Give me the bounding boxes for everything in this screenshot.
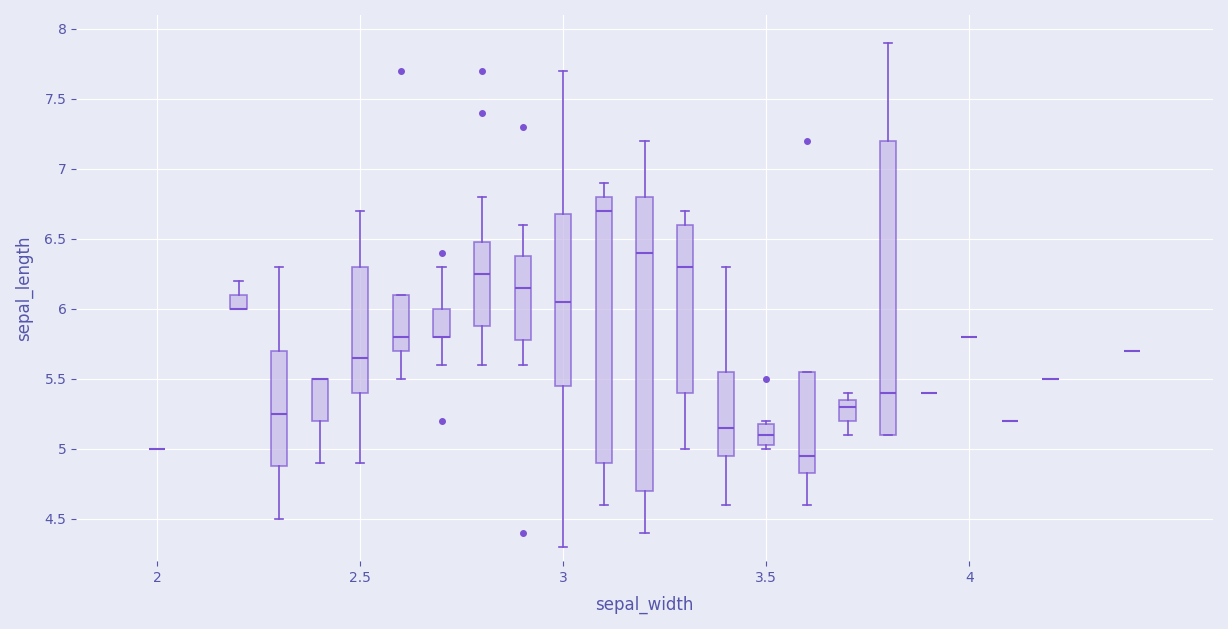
PathPatch shape xyxy=(596,197,612,463)
PathPatch shape xyxy=(555,214,571,386)
PathPatch shape xyxy=(433,309,449,337)
PathPatch shape xyxy=(312,379,328,421)
X-axis label: sepal_width: sepal_width xyxy=(596,596,694,614)
PathPatch shape xyxy=(636,197,652,491)
PathPatch shape xyxy=(271,351,287,467)
PathPatch shape xyxy=(474,242,490,326)
PathPatch shape xyxy=(515,257,530,340)
PathPatch shape xyxy=(231,295,247,309)
PathPatch shape xyxy=(840,400,856,421)
PathPatch shape xyxy=(677,225,694,393)
PathPatch shape xyxy=(758,425,775,445)
PathPatch shape xyxy=(393,295,409,351)
PathPatch shape xyxy=(880,141,896,435)
PathPatch shape xyxy=(717,372,734,456)
PathPatch shape xyxy=(352,267,368,393)
Y-axis label: sepal_length: sepal_length xyxy=(15,235,33,341)
PathPatch shape xyxy=(799,372,815,474)
